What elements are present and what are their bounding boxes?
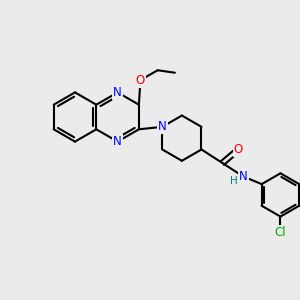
- Text: O: O: [136, 74, 145, 87]
- Text: N: N: [158, 120, 167, 133]
- Text: Cl: Cl: [274, 226, 286, 239]
- Text: N: N: [113, 86, 122, 99]
- Text: N: N: [113, 135, 122, 148]
- Text: O: O: [234, 143, 243, 156]
- Text: H: H: [230, 176, 238, 186]
- Text: N: N: [239, 170, 248, 183]
